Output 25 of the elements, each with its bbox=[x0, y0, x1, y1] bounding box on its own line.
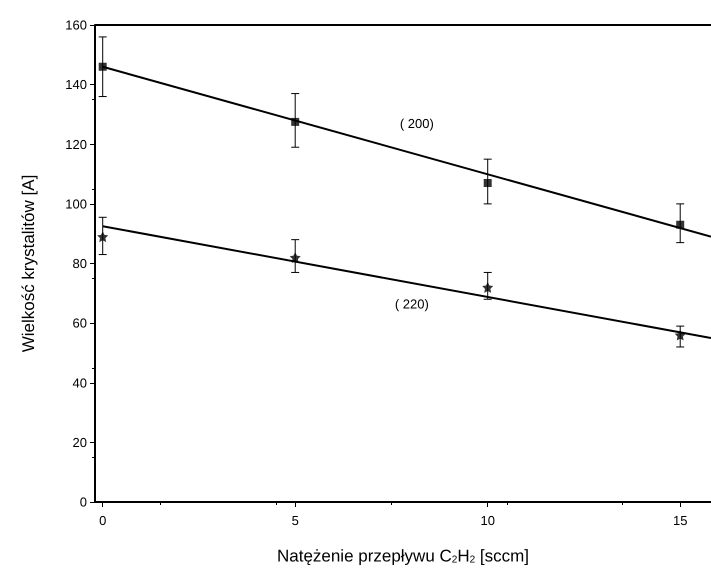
y-tick-label: 40 bbox=[72, 375, 87, 390]
point bbox=[291, 118, 300, 126]
x-tick-label: 15 bbox=[672, 513, 688, 528]
y-tick-label: 80 bbox=[72, 256, 87, 271]
series-label: ( 200) bbox=[400, 116, 434, 132]
y-tick-label: 0 bbox=[80, 494, 87, 510]
y-tick-label: 100 bbox=[65, 196, 87, 212]
point bbox=[97, 231, 108, 242]
point bbox=[484, 179, 492, 188]
x-tick-label: 10 bbox=[480, 513, 495, 528]
point bbox=[98, 62, 107, 71]
x-tick-label: 0 bbox=[99, 513, 106, 528]
point bbox=[290, 252, 301, 264]
x-tick-label: 5 bbox=[292, 513, 299, 528]
y-axis-title: Wielkość krystalitów [A] bbox=[19, 174, 38, 352]
y-tick-label: 60 bbox=[72, 316, 87, 331]
y-tick-label: 20 bbox=[72, 434, 87, 450]
series-label: ( 220) bbox=[394, 296, 429, 312]
x-axis-title: Natężenie przepływu C2H2 [sccm] bbox=[276, 546, 530, 566]
point bbox=[674, 330, 686, 341]
point bbox=[676, 220, 684, 229]
point bbox=[482, 282, 494, 293]
y-tick-label: 120 bbox=[65, 136, 87, 152]
y-tick-label: 160 bbox=[65, 18, 87, 32]
y-tick-label: 140 bbox=[65, 77, 87, 92]
